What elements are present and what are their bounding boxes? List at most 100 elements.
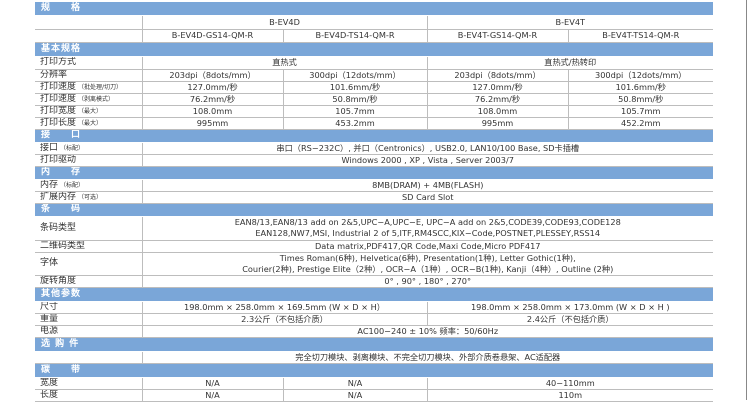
spec-value: B-EV4D xyxy=(141,15,427,30)
spec-value-line: EAN8/13,EAN8/13 add on 2&5,UPC−A,UPC−E, … xyxy=(234,217,621,227)
spec-value: N/A xyxy=(282,389,427,402)
spec-row: 打印驱动 Windows 2000 , XP , Vista , Server 2… xyxy=(35,154,713,167)
section-header: 碳 带 xyxy=(35,363,713,378)
spec-label-text: 打印速度 xyxy=(40,93,77,104)
spec-row: 内存 （标配） 8MB(DRAM) + 4MB(FLASH) xyxy=(35,179,713,192)
spec-label-text: 电源 xyxy=(40,325,59,336)
spec-value: 76.2mm/秒 xyxy=(426,93,568,106)
section-title: 碳 带 xyxy=(35,363,713,378)
section-title: 内 存 xyxy=(35,166,713,180)
section-title: 条 码 xyxy=(35,203,713,217)
spec-label-text: 重量 xyxy=(40,313,59,324)
spec-label-text: 旋转角度 xyxy=(40,275,77,286)
section-header: 选 购 件 xyxy=(35,337,713,352)
spec-label-note: （批处理/切刀） xyxy=(78,83,123,91)
spec-label: 字体 xyxy=(35,252,142,276)
spec-value: B-EV4T xyxy=(426,15,713,30)
spec-value: 127.0mm/秒 xyxy=(426,81,568,94)
spec-label-note: （标配） xyxy=(60,181,85,189)
spec-label: 分辨率 xyxy=(35,69,142,82)
spec-label-text: 打印宽度 xyxy=(40,105,77,116)
spec-label: 长度 xyxy=(35,389,142,402)
spec-label xyxy=(35,15,142,30)
spec-label: 二维码类型 xyxy=(35,240,142,253)
spec-value: 直热式 xyxy=(141,56,427,70)
spec-label-text: 扩展内存 xyxy=(40,191,77,202)
spec-value: 110m xyxy=(426,389,713,402)
spec-label-text: 长度 xyxy=(40,389,59,400)
section-title: 规 格 xyxy=(35,2,713,16)
section-header: 规 格 xyxy=(35,2,713,16)
spec-value: B-EV4T-TS14-QM-R xyxy=(567,29,713,43)
spec-row: 字体 Times Roman(6种), Helvetica(6种), Presen… xyxy=(35,252,713,276)
spec-value: N/A xyxy=(282,377,427,390)
spec-row: 长度 N/A N/A 110m xyxy=(35,389,713,402)
spec-value: 452.2mm xyxy=(567,117,713,130)
spec-label: 打印宽度 （最大） xyxy=(35,105,142,118)
spec-row: 打印方式 直热式 直热式/热转印 xyxy=(35,56,713,70)
spec-row: 打印长度 （最大） 995mm 453.2mm 995mm 452.2mm xyxy=(35,117,713,130)
spec-label-text: 内存 xyxy=(40,179,59,190)
spec-label: 打印速度 （批处理/切刀） xyxy=(35,81,142,94)
spec-label xyxy=(35,351,142,364)
spec-label: 打印长度 （最大） xyxy=(35,117,142,130)
spec-row: 尺寸 198.0mm × 258.0mm × 169.5mm (W × D × H… xyxy=(35,301,713,314)
spec-label-text: 尺寸 xyxy=(40,301,59,312)
spec-value: 2.3公斤（不包括介质） xyxy=(141,313,427,326)
spec-row: 接口 （标配） 串口（RS−232C）, 并口（Centronics）, USB2.… xyxy=(35,142,713,155)
spec-label: 尺寸 xyxy=(35,301,142,314)
spec-value: 300dpi（12dots/mm） xyxy=(567,69,713,82)
spec-row: 扩展内存 （可选） SD Card Slot xyxy=(35,191,713,204)
spec-row: 旋转角度 0° , 90° , 180° , 270° xyxy=(35,275,713,288)
spec-label: 宽度 xyxy=(35,377,142,390)
section-title: 其他参数 xyxy=(35,287,713,302)
spec-value: 串口（RS−232C）, 并口（Centronics）, USB2.0, LAN… xyxy=(141,142,713,155)
spec-value: AC100−240 ± 10% 频率：50/60Hz xyxy=(141,325,713,338)
spec-value: 995mm xyxy=(426,117,568,130)
spec-value: B-EV4D-TS14-QM-R xyxy=(282,29,427,43)
spec-row: 条码类型 EAN8/13,EAN8/13 add on 2&5,UPC−A,UPC… xyxy=(35,216,713,241)
spec-value: 直热式/热转印 xyxy=(426,56,713,70)
section-title: 基本规格 xyxy=(35,42,713,57)
spec-value: SD Card Slot xyxy=(141,191,713,204)
spec-label-note: （最大） xyxy=(78,119,103,127)
section-title: 选 购 件 xyxy=(35,337,713,352)
spec-value: EAN8/13,EAN8/13 add on 2&5,UPC−A,UPC−E, … xyxy=(141,216,713,241)
spec-row: B-EV4D B-EV4T xyxy=(35,15,713,30)
spec-row: 重量 2.3公斤（不包括介质） 2.4公斤（不包括介质） xyxy=(35,313,713,326)
spec-value: 995mm xyxy=(141,117,283,130)
spec-value: 108.0mm xyxy=(426,105,568,118)
section-title: 接 口 xyxy=(35,129,713,143)
spec-value: 0° , 90° , 180° , 270° xyxy=(141,275,713,288)
spec-row: 二维码类型 Data matrix,PDF417,QR Code,Maxi Cod… xyxy=(35,240,713,253)
spec-row: 打印宽度 （最大） 108.0mm 105.7mm 108.0mm 105.7mm xyxy=(35,105,713,118)
spec-row: 电源 AC100−240 ± 10% 频率：50/60Hz xyxy=(35,325,713,338)
spec-value: 105.7mm xyxy=(282,105,427,118)
spec-row: 打印速度 （批处理/切刀） 127.0mm/秒 101.6mm/秒 127.0mm/秒 1… xyxy=(35,81,713,94)
page-border xyxy=(746,0,747,400)
spec-value: Windows 2000 , XP , Vista , Server 2003/… xyxy=(141,154,713,167)
spec-label: 打印驱动 xyxy=(35,154,142,167)
spec-value-line: Courier(2种), Prestige Elite（2种）, OCR−A（1… xyxy=(242,263,614,274)
spec-value: 198.0mm × 258.0mm × 173.0mm (W × D × H ) xyxy=(426,301,713,314)
spec-label-text: 分辨率 xyxy=(40,69,68,80)
spec-value: Times Roman(6种), Helvetica(6种), Presenta… xyxy=(141,252,713,276)
section-header: 接 口 xyxy=(35,129,713,143)
spec-value: 453.2mm xyxy=(282,117,427,130)
spec-value: 203dpi（8dots/mm） xyxy=(426,69,568,82)
spec-value-line: EAN128,NW7,MSI, Industrial 2 of 5,ITF,RM… xyxy=(255,228,601,238)
spec-label: 打印方式 xyxy=(35,56,142,70)
spec-label: 旋转角度 xyxy=(35,275,142,288)
section-header: 内 存 xyxy=(35,166,713,180)
spec-label-text: 接口 xyxy=(40,142,59,153)
spec-label-text: 打印驱动 xyxy=(40,154,77,165)
spec-label-note: （标配） xyxy=(60,144,85,152)
spec-value: 50.8mm/秒 xyxy=(282,93,427,106)
spec-table: 规 格 B-EV4D B-EV4T B-EV4D-GS14-QM-R B-EV4D-TS… xyxy=(35,2,713,402)
spec-row: B-EV4D-GS14-QM-R B-EV4D-TS14-QM-R B-EV4T-G… xyxy=(35,29,713,43)
spec-label-note: （最大） xyxy=(78,107,103,115)
spec-value: B-EV4D-GS14-QM-R xyxy=(141,29,283,43)
spec-value: 101.6mm/秒 xyxy=(282,81,427,94)
spec-label-text: 打印方式 xyxy=(40,57,77,67)
section-header: 条 码 xyxy=(35,203,713,217)
